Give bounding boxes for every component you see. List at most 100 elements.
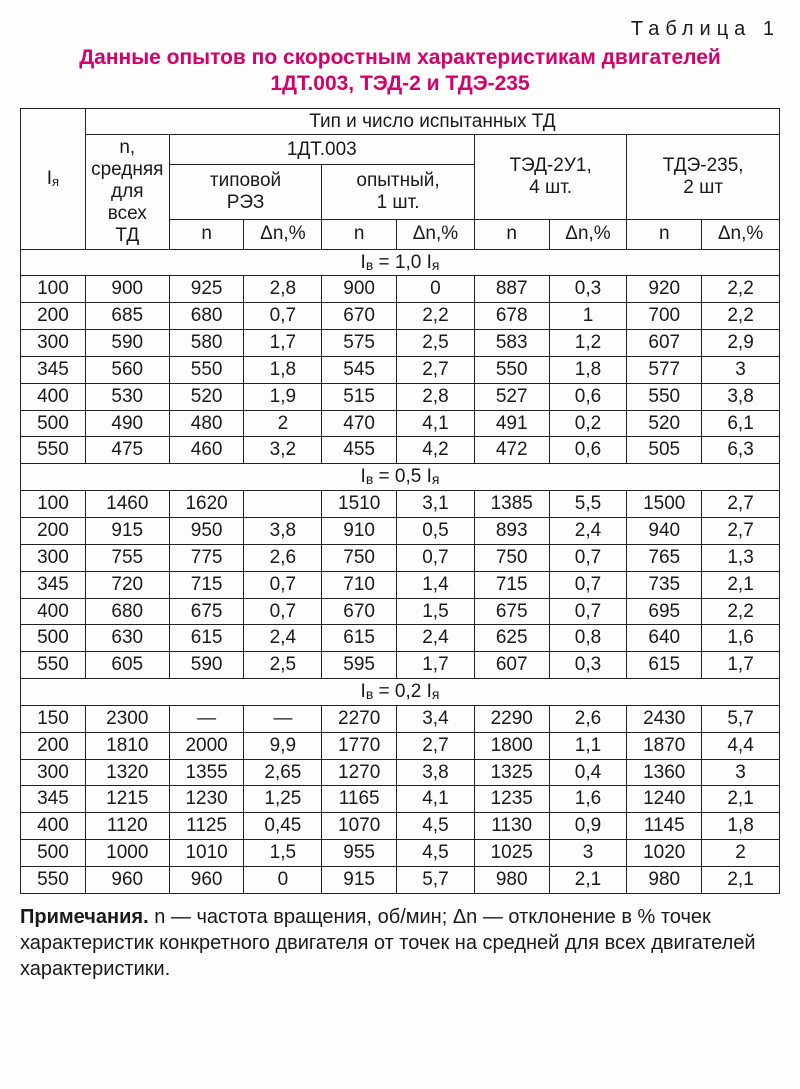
cell: 545 <box>322 356 397 383</box>
cell: — <box>244 705 322 732</box>
table-title: Данные опытов по скоростным характеристи… <box>20 45 780 98</box>
cell: 755 <box>85 544 169 571</box>
hdr-col-n: n <box>474 219 549 249</box>
cell: 1770 <box>322 732 397 759</box>
cell: 940 <box>627 518 702 545</box>
section-header: Iв = 0,5 Iя <box>21 464 780 491</box>
cell: 2,2 <box>397 303 475 330</box>
cell: 3,1 <box>397 491 475 518</box>
cell: 2270 <box>322 705 397 732</box>
cell: 1020 <box>627 840 702 867</box>
cell: 955 <box>322 840 397 867</box>
table-header: Iя Тип и число испытанных ТД n,средняядл… <box>21 108 780 249</box>
cell: 1120 <box>85 813 169 840</box>
cell: 915 <box>85 518 169 545</box>
cell: 100 <box>21 491 86 518</box>
cell: 1,2 <box>549 330 627 357</box>
cell: 400 <box>21 813 86 840</box>
cell: 575 <box>322 330 397 357</box>
cell: 550 <box>21 437 86 464</box>
cell: 710 <box>322 571 397 598</box>
table-row: 3007557752,67500,77500,77651,3 <box>21 544 780 571</box>
cell: 750 <box>474 544 549 571</box>
section-header: Iв = 1,0 Iя <box>21 249 780 276</box>
table-row: 3005905801,75752,55831,26072,9 <box>21 330 780 357</box>
cell: 1070 <box>322 813 397 840</box>
cell: 0,7 <box>549 571 627 598</box>
cell: 500 <box>21 410 86 437</box>
cell: 2 <box>702 840 780 867</box>
cell: 1000 <box>85 840 169 867</box>
cell: 625 <box>474 625 549 652</box>
cell: 475 <box>85 437 169 464</box>
cell: 0,8 <box>549 625 627 652</box>
cell: 1,5 <box>244 840 322 867</box>
cell: 1355 <box>169 759 244 786</box>
cell: 5,7 <box>702 705 780 732</box>
cell: 1165 <box>322 786 397 813</box>
hdr-top-span: Тип и число испытанных ТД <box>85 108 779 135</box>
cell: 720 <box>85 571 169 598</box>
cell: 1240 <box>627 786 702 813</box>
cell: 4,1 <box>397 786 475 813</box>
cell: 615 <box>627 652 702 679</box>
cell: 2,1 <box>549 866 627 893</box>
cell: 0,3 <box>549 276 627 303</box>
cell: 4,1 <box>397 410 475 437</box>
cell: 200 <box>21 303 86 330</box>
cell: 3,2 <box>244 437 322 464</box>
cell: 300 <box>21 544 86 571</box>
cell: 0,7 <box>244 303 322 330</box>
cell: 695 <box>627 598 702 625</box>
cell: 345 <box>21 356 86 383</box>
cell: 550 <box>627 383 702 410</box>
cell: 480 <box>169 410 244 437</box>
cell: 2,2 <box>702 276 780 303</box>
table-row: 3455605501,85452,75501,85773 <box>21 356 780 383</box>
cell: 2430 <box>627 705 702 732</box>
cell: 2,2 <box>702 303 780 330</box>
cell: 0,7 <box>549 598 627 625</box>
cell: 3 <box>702 759 780 786</box>
cell: 1125 <box>169 813 244 840</box>
cell: 0,7 <box>549 544 627 571</box>
cell: 0,45 <box>244 813 322 840</box>
section-header: Iв = 0,2 Iя <box>21 679 780 706</box>
cell: 2290 <box>474 705 549 732</box>
cell: 0,6 <box>549 383 627 410</box>
cell: 1810 <box>85 732 169 759</box>
cell: 400 <box>21 598 86 625</box>
cell: 300 <box>21 759 86 786</box>
cell: 1230 <box>169 786 244 813</box>
cell: 893 <box>474 518 549 545</box>
hdr-1dt-b: опытный,1 шт. <box>322 165 475 219</box>
cell: 1500 <box>627 491 702 518</box>
cell: 750 <box>322 544 397 571</box>
cell: 0,4 <box>549 759 627 786</box>
cell: 470 <box>322 410 397 437</box>
table-row: 400112011250,4510704,511300,911451,8 <box>21 813 780 840</box>
cell: 900 <box>85 276 169 303</box>
hdr-1dt: 1ДТ.003 <box>169 135 474 165</box>
table-row: 500100010101,59554,51025310202 <box>21 840 780 867</box>
cell: 1510 <box>322 491 397 518</box>
table-body: Iв = 1,0 Iя1009009252,890008870,39202,22… <box>21 249 780 893</box>
cell: 1215 <box>85 786 169 813</box>
table-row: 5504754603,24554,24720,65056,3 <box>21 437 780 464</box>
cell: 2,7 <box>397 732 475 759</box>
cell <box>244 491 322 518</box>
cell: 980 <box>627 866 702 893</box>
cell: 675 <box>474 598 549 625</box>
hdr-col-dn: Δn,% <box>702 219 780 249</box>
cell: 2 <box>244 410 322 437</box>
cell: 775 <box>169 544 244 571</box>
cell: 200 <box>21 518 86 545</box>
cell: 680 <box>85 598 169 625</box>
cell: 1,1 <box>549 732 627 759</box>
cell: 675 <box>169 598 244 625</box>
cell: 1010 <box>169 840 244 867</box>
cell: 3,8 <box>397 759 475 786</box>
cell: 490 <box>85 410 169 437</box>
cell: 1,9 <box>244 383 322 410</box>
table-row: 4005305201,95152,85270,65503,8 <box>21 383 780 410</box>
